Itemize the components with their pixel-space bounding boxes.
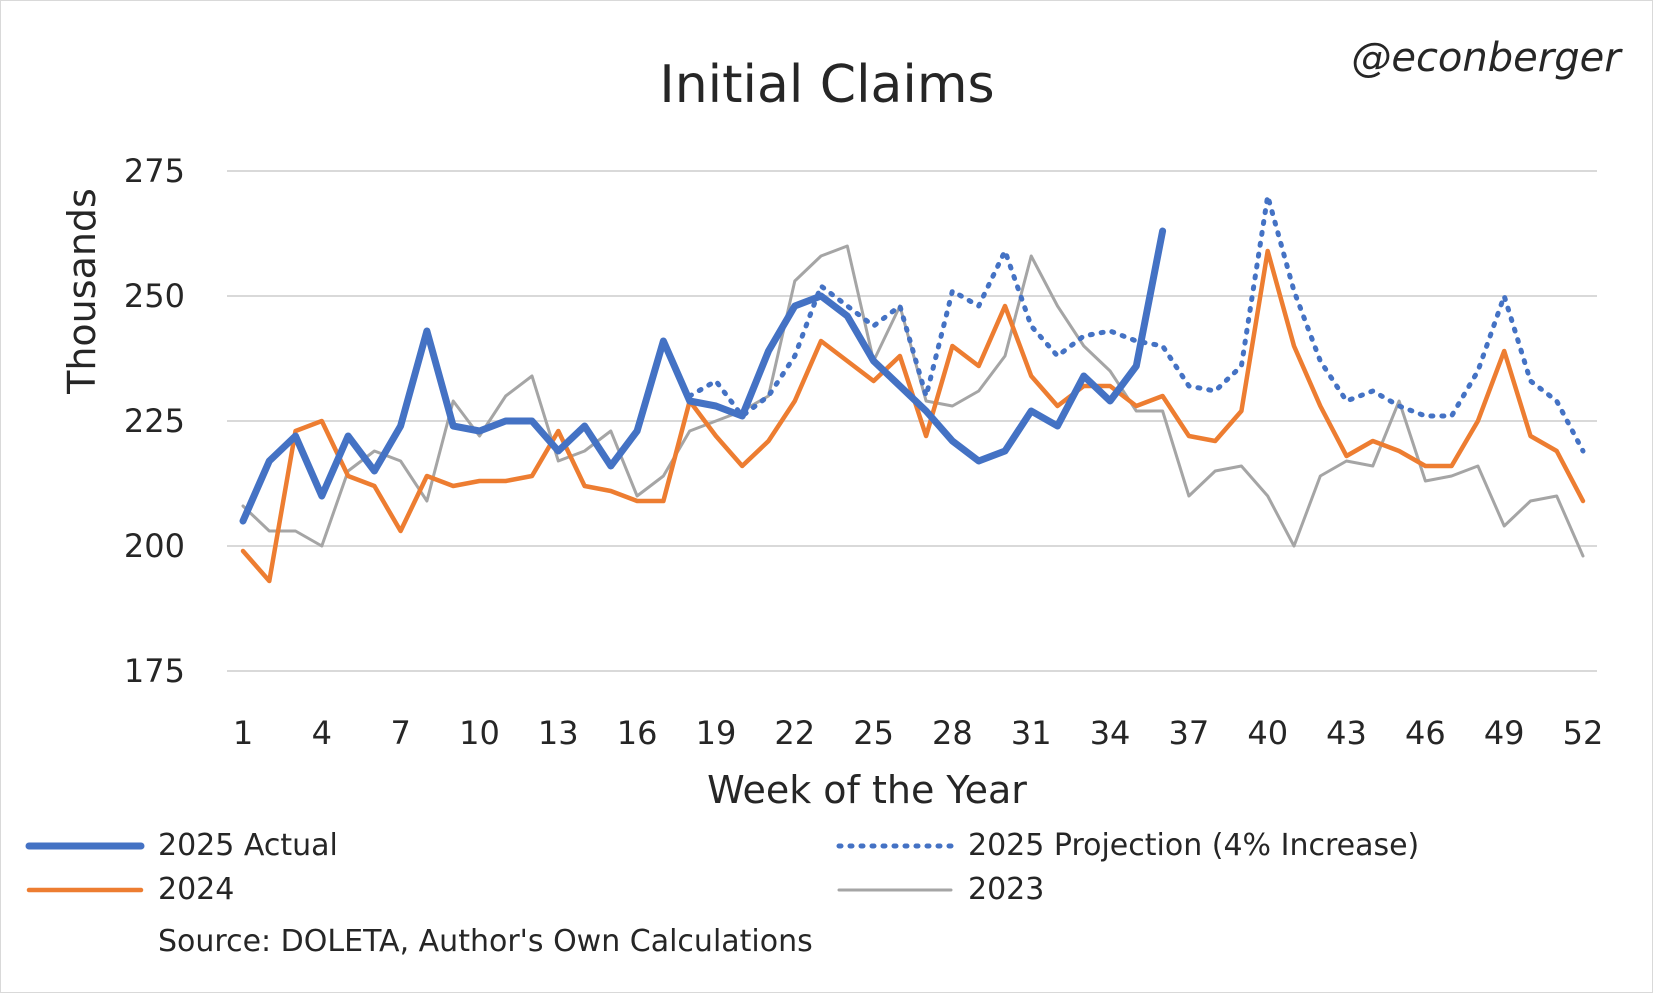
x-tick-label: 25 <box>853 714 894 752</box>
x-tick-label: 16 <box>617 714 658 752</box>
x-tick-label: 7 <box>390 714 410 752</box>
x-tick-label: 40 <box>1247 714 1288 752</box>
x-axis-title: Week of the Year <box>707 768 1027 812</box>
legend-label: 2023 <box>968 872 1044 907</box>
x-tick-label: 1 <box>233 714 253 752</box>
y-tick-labels: 175 200 225 250 275 <box>124 152 185 690</box>
x-tick-label: 52 <box>1563 714 1604 752</box>
legend-label: 2024 <box>158 872 234 907</box>
series-line-2025-actual <box>239 227 1167 525</box>
x-tick-label: 31 <box>1011 714 1052 752</box>
series-lines <box>239 193 1586 584</box>
legend-label: 2025 Actual <box>158 828 338 863</box>
x-tick-label: 46 <box>1405 714 1446 752</box>
x-tick-label: 19 <box>696 714 737 752</box>
y-axis-title: Thousands <box>60 188 104 395</box>
y-tick-label: 200 <box>124 527 185 565</box>
x-tick-label: 37 <box>1169 714 1210 752</box>
author-handle: @econberger <box>1351 35 1623 81</box>
y-tick-label: 250 <box>124 277 185 315</box>
series-line-2025-projection-4-increase <box>687 193 1586 454</box>
x-tick-labels: 1 4 7 10 13 16 19 22 25 28 31 34 37 40 43 46 49 52 <box>233 714 1604 752</box>
chart-title: Initial Claims <box>659 55 994 115</box>
legend-label: 2025 Projection (4% Increase) <box>968 828 1419 863</box>
y-tick-label: 175 <box>124 652 185 690</box>
x-tick-label: 10 <box>459 714 500 752</box>
x-tick-label: 43 <box>1326 714 1367 752</box>
source-note: Source: DOLETA, Author's Own Calculation… <box>158 924 813 959</box>
x-tick-label: 4 <box>312 714 332 752</box>
legend: 2025 Actual 2025 Projection (4% Increase)… <box>25 828 1419 907</box>
series-line-2024 <box>240 248 1586 584</box>
y-tick-label: 225 <box>124 402 185 440</box>
x-tick-label: 28 <box>932 714 973 752</box>
x-tick-label: 49 <box>1484 714 1525 752</box>
x-tick-label: 34 <box>1090 714 1131 752</box>
x-tick-label: 13 <box>538 714 579 752</box>
y-tick-label: 275 <box>124 152 185 190</box>
x-tick-label: 22 <box>774 714 815 752</box>
